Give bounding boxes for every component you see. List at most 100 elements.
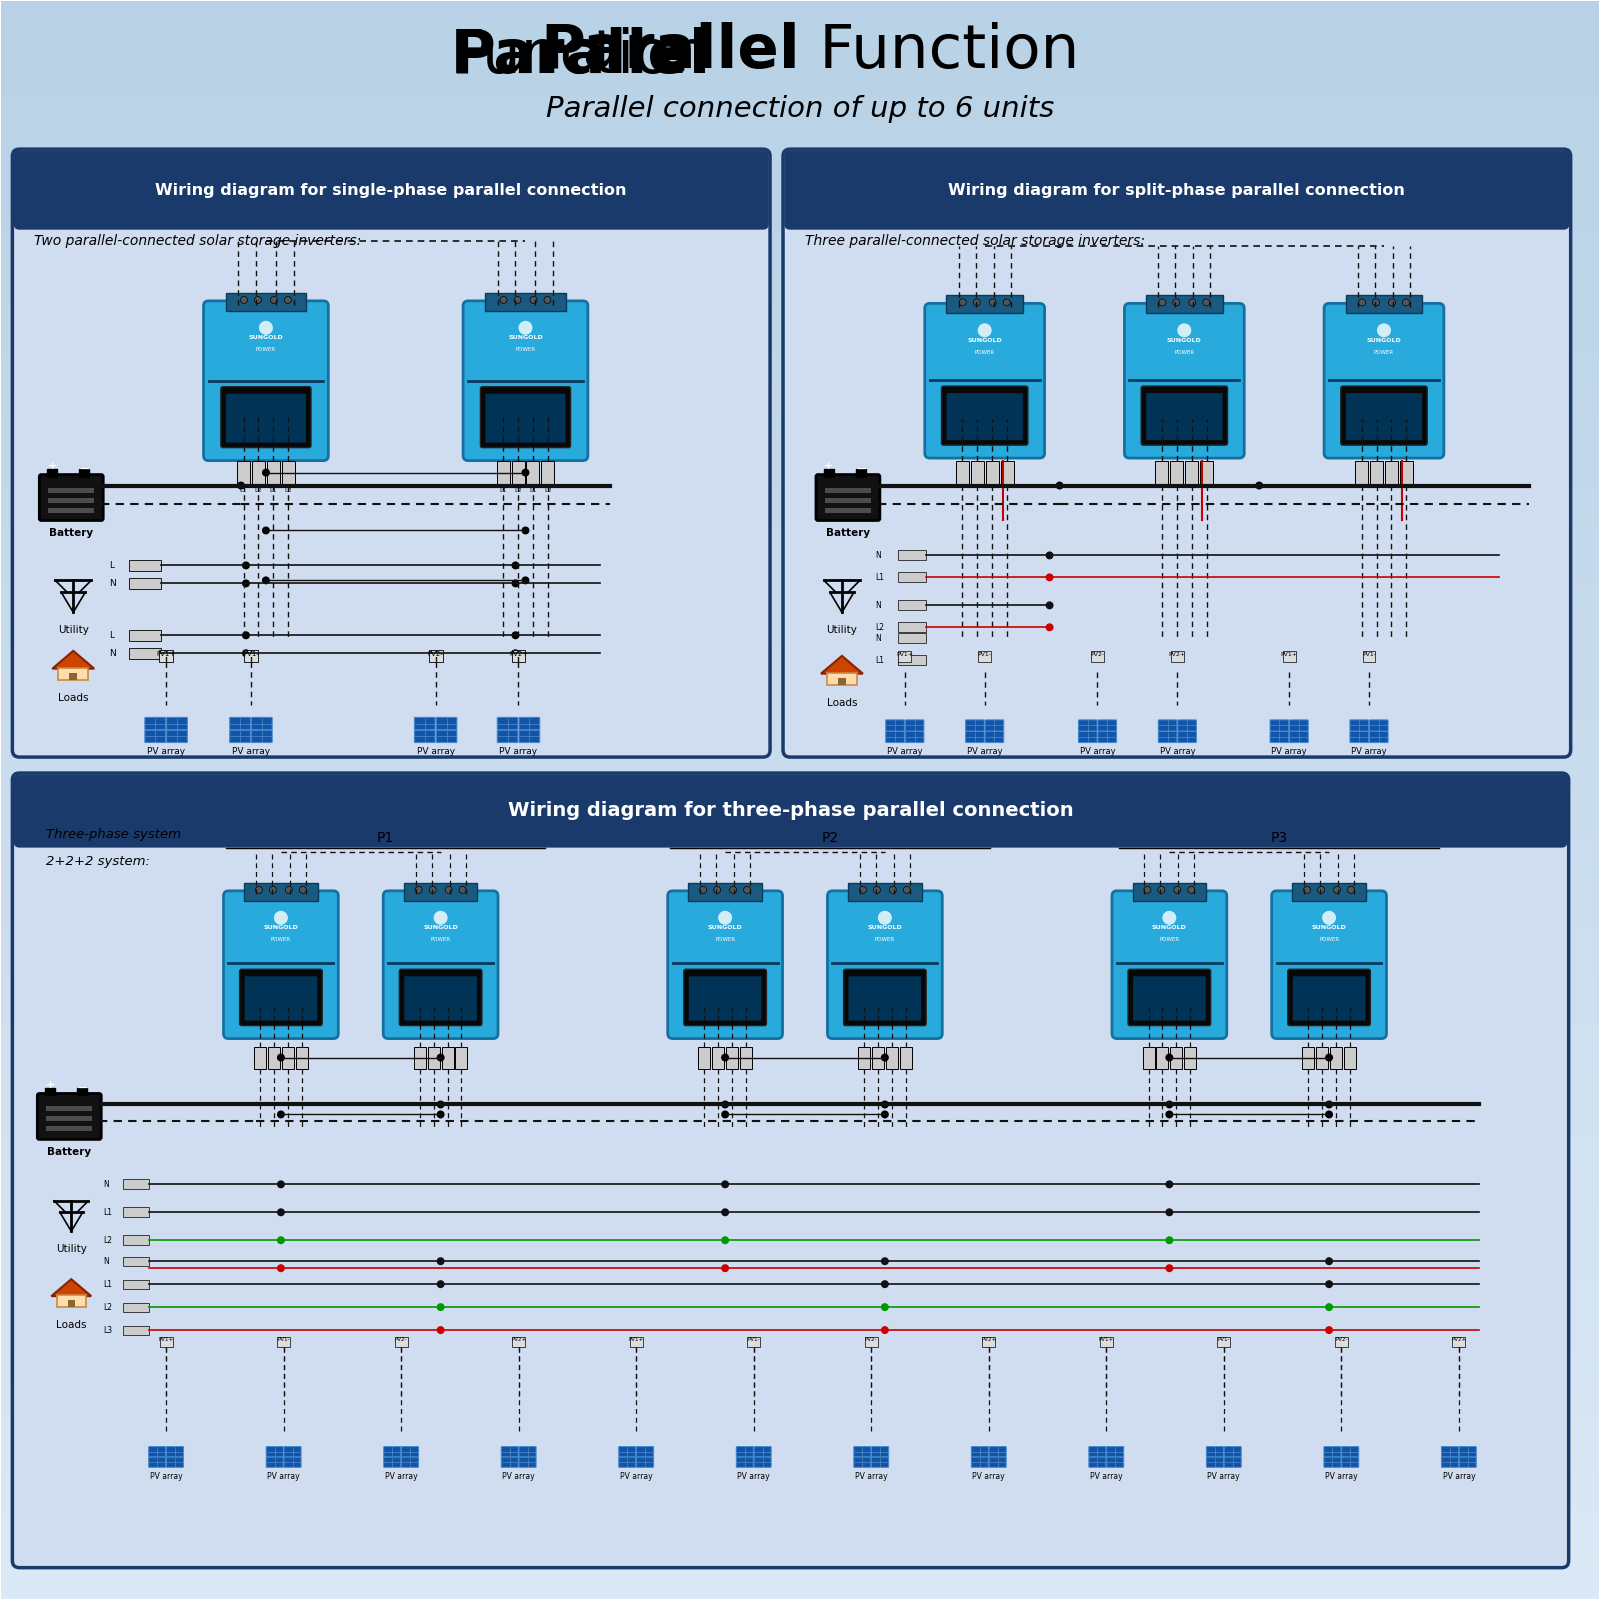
Text: N: N [104,1179,109,1189]
Bar [2,536,1598,544]
Bar [827,672,858,685]
Bar [2,864,1598,872]
FancyBboxPatch shape [1224,1446,1242,1458]
FancyBboxPatch shape [501,1458,518,1467]
Bar [2,42,1598,50]
Text: L2: L2 [285,488,293,493]
Bar [2,920,1598,928]
Text: SUNGOLD: SUNGOLD [248,336,283,341]
Circle shape [1322,910,1336,925]
Circle shape [237,482,245,490]
Bar [824,469,834,477]
FancyBboxPatch shape [230,730,251,742]
Text: −: − [77,1080,88,1094]
Bar [2,712,1598,720]
Text: Parallel: Parallel [451,27,710,86]
Text: L1: L1 [875,656,883,664]
Circle shape [1045,624,1053,632]
Text: PV array: PV array [1208,1472,1240,1482]
Text: POWER: POWER [1374,350,1394,355]
Bar [2,1342,1598,1350]
Circle shape [722,1181,730,1189]
Text: N: N [875,634,880,643]
FancyBboxPatch shape [402,1458,419,1467]
Text: L2: L2 [514,488,522,493]
Bar [296,1046,307,1069]
Bar [2,856,1598,864]
Text: PV1-: PV1- [747,1336,760,1341]
Circle shape [1378,323,1390,338]
Circle shape [1158,886,1165,893]
Bar [739,1046,752,1069]
Bar [1346,296,1422,314]
Circle shape [1165,1101,1173,1109]
Text: L1: L1 [499,488,507,493]
Bar [2,1200,1598,1208]
FancyBboxPatch shape [283,1446,301,1458]
Bar [2,400,1598,408]
Text: PV1-: PV1- [243,651,259,658]
Bar [2,664,1598,672]
Text: Two parallel-connected solar storage inverters:: Two parallel-connected solar storage inv… [34,234,362,248]
Bar [2,1454,1598,1462]
Circle shape [1165,1264,1173,1272]
Text: SUNGOLD: SUNGOLD [867,925,902,930]
Text: Parallel connection of up to 6 units: Parallel connection of up to 6 units [546,96,1054,123]
FancyBboxPatch shape [518,730,539,742]
Bar [1453,1338,1466,1347]
Bar [2,1422,1598,1430]
Bar [1170,461,1184,485]
Text: P2: P2 [821,830,838,845]
Circle shape [730,886,736,893]
Circle shape [262,576,270,584]
Bar [2,392,1598,400]
FancyBboxPatch shape [986,720,1003,731]
Bar [1330,1046,1342,1069]
Bar [2,680,1598,688]
Text: Battery: Battery [48,1147,91,1157]
FancyBboxPatch shape [886,720,904,731]
Bar [2,344,1598,352]
Circle shape [277,1208,285,1216]
Bar [2,1390,1598,1398]
FancyBboxPatch shape [146,717,165,730]
Text: Function: Function [800,22,1080,82]
Bar [898,622,926,632]
Text: PV array: PV array [150,1472,182,1482]
Bar [123,1235,149,1245]
Bar [2,1184,1598,1192]
FancyBboxPatch shape [485,394,565,443]
Bar [712,1046,725,1069]
Text: L2: L2 [875,622,883,632]
FancyBboxPatch shape [37,1093,101,1139]
Text: L: L [109,630,114,640]
Bar [2,162,1598,170]
Circle shape [1056,482,1064,490]
Bar [2,376,1598,384]
Bar [77,1088,88,1096]
Bar [2,1080,1598,1088]
Bar [1344,1046,1355,1069]
Bar [971,461,984,485]
Bar [277,1338,290,1347]
Bar [2,488,1598,496]
FancyBboxPatch shape [1293,976,1365,1021]
Bar [2,944,1598,952]
FancyBboxPatch shape [816,475,880,520]
Bar [1133,883,1206,901]
Bar [2,424,1598,432]
Circle shape [1174,886,1181,893]
Text: PV array: PV array [1325,1472,1358,1482]
Bar [2,440,1598,448]
Circle shape [989,299,997,306]
Bar [2,568,1598,576]
Bar [2,1430,1598,1438]
Text: PV2-: PV2- [1334,1336,1347,1341]
Bar [2,760,1598,768]
Text: PV1+: PV1+ [1099,1336,1114,1341]
FancyBboxPatch shape [989,1458,1006,1467]
Text: Wiring diagram for single-phase parallel connection: Wiring diagram for single-phase parallel… [155,182,627,197]
Bar [123,1208,149,1218]
Text: POWER: POWER [1318,938,1339,942]
Bar [2,274,1598,282]
